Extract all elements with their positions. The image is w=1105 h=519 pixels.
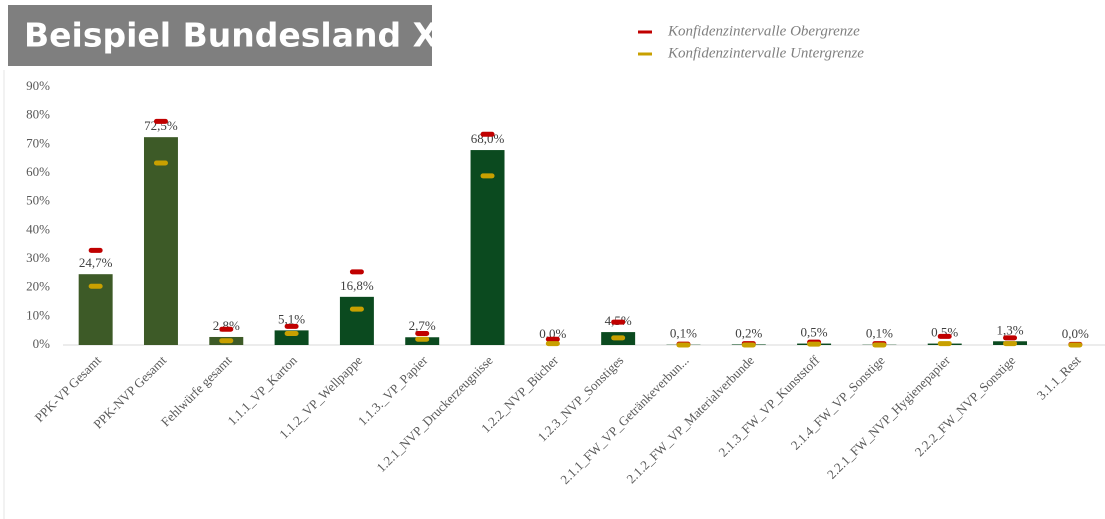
value-label: 5,1%: [278, 311, 305, 326]
x-tick-label: Fehlwürfe gesamt: [158, 352, 235, 429]
value-label: 0,1%: [670, 326, 697, 341]
value-label: 16,8%: [340, 278, 374, 293]
ci-marker: [284, 331, 299, 337]
ci-marker: [480, 131, 495, 137]
value-label: 24,7%: [79, 255, 113, 270]
ci-marker: [937, 341, 952, 347]
ci-marker: [349, 306, 364, 312]
ci-marker: [219, 326, 234, 332]
legend-swatch: [638, 52, 652, 56]
x-tick-label: 1.1.1_VP_Karton: [224, 352, 300, 428]
y-tick-label: 0%: [33, 336, 51, 351]
ci-marker: [1003, 341, 1018, 347]
ci-marker: [1003, 335, 1018, 341]
x-tick-label: PPK-VP Gesamt: [32, 352, 105, 425]
x-tick-label: 3.1.1_Rest: [1034, 352, 1084, 402]
value-label: 72,5%: [144, 118, 178, 133]
chart-title: Beispiel Bundesland X: [24, 16, 438, 55]
bar: [339, 296, 374, 345]
x-tick-label: 1.2.1_NVP_Druckerzeugnisse: [373, 352, 496, 475]
ci-marker: [219, 338, 234, 344]
ci-marker: [545, 341, 560, 347]
ci-marker: [807, 341, 822, 347]
ci-marker: [349, 269, 364, 275]
bar: [274, 330, 309, 345]
legend-label: Konfidenzintervalle Obergrenze: [667, 23, 860, 39]
ci-marker: [88, 283, 103, 289]
y-tick-label: 10%: [26, 307, 50, 322]
ci-marker: [937, 333, 952, 339]
ci-marker: [1068, 342, 1083, 348]
legend-label: Konfidenzintervalle Untergrenze: [667, 45, 864, 61]
value-label: 1,3%: [996, 322, 1023, 337]
ci-marker: [545, 336, 560, 342]
y-tick-label: 50%: [26, 193, 50, 208]
bar: [143, 137, 178, 345]
ci-marker: [480, 173, 495, 179]
y-tick-label: 90%: [26, 78, 50, 93]
y-tick-label: 20%: [26, 279, 50, 294]
bar: [470, 150, 505, 345]
y-tick-label: 40%: [26, 221, 50, 236]
y-tick-label: 30%: [26, 250, 50, 265]
ci-marker: [284, 323, 299, 329]
legend-swatch: [638, 30, 652, 34]
y-tick-label: 70%: [26, 135, 50, 150]
value-label: 68,0%: [471, 131, 505, 146]
y-tick-label: 80%: [26, 107, 50, 122]
value-label: 0,0%: [539, 326, 566, 341]
ci-marker: [88, 247, 103, 253]
title-box: [8, 5, 432, 66]
ci-marker: [153, 160, 168, 166]
ci-marker: [741, 342, 756, 348]
x-tick-label: 2.2.1_FW_NVP_Hygienepapier: [824, 352, 954, 482]
ci-marker: [415, 331, 430, 337]
value-label: 0,0%: [1062, 326, 1089, 341]
ci-marker: [415, 336, 430, 342]
ci-marker: [676, 342, 691, 348]
y-tick-label: 60%: [26, 164, 50, 179]
value-label: 0,5%: [801, 325, 828, 340]
ci-marker: [611, 319, 626, 325]
value-label: 0,1%: [866, 326, 893, 341]
value-label: 0,2%: [735, 325, 762, 340]
value-label: 2,7%: [409, 318, 436, 333]
ci-marker: [153, 118, 168, 124]
x-tick-label: 2.1.2_FW_VP_Materialverbunde: [623, 352, 757, 486]
x-tick-label: 2.1.1_FW_VP_Getränkeverbun...: [557, 353, 691, 487]
ci-marker: [611, 335, 626, 341]
ci-marker: [872, 342, 887, 348]
